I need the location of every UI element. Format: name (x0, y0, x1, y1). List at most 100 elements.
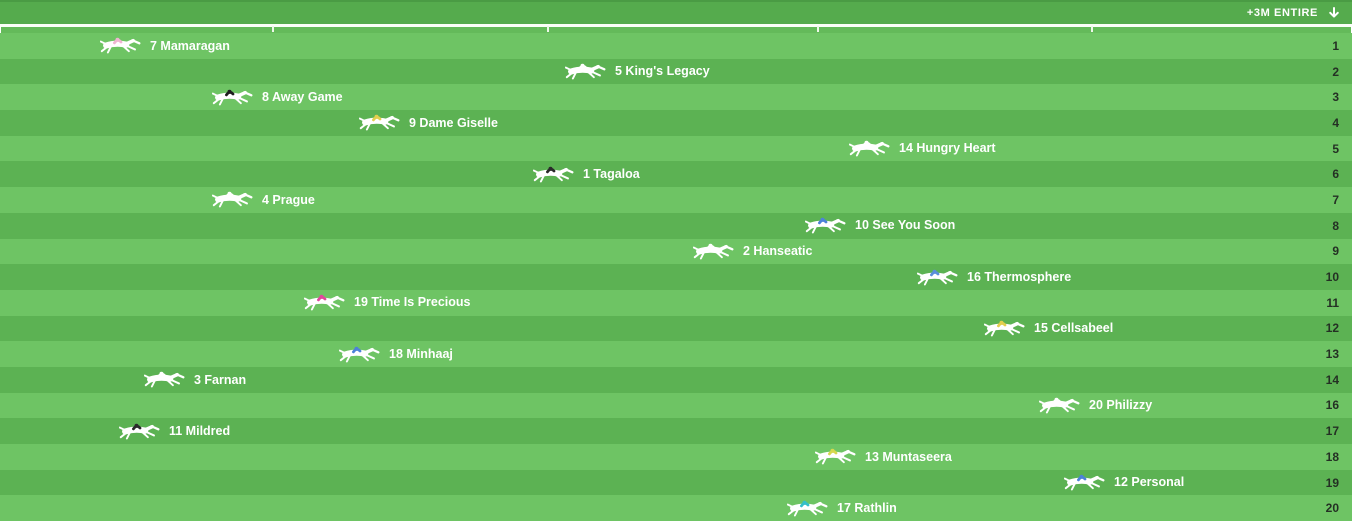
horse-marker[interactable]: 4 Prague (212, 187, 315, 213)
horse-marker[interactable]: 20 Philizzy (1039, 393, 1152, 419)
position-number: 4 (1332, 115, 1339, 130)
horse-icon (100, 36, 142, 55)
horse-marker[interactable]: 9 Dame Giselle (359, 110, 498, 136)
position-row: 5 King's Legacy 2 (0, 58, 1352, 85)
down-arrow-icon (1329, 7, 1339, 18)
position-number: 2 (1332, 64, 1339, 79)
jump-to-finish-button[interactable] (1326, 5, 1342, 21)
horse-icon (849, 139, 891, 158)
position-number: 1 (1332, 38, 1339, 53)
position-row: 17 Rathlin 20 (0, 495, 1352, 522)
position-row: 2 Hanseatic 9 (0, 238, 1352, 265)
horse-icon (119, 422, 161, 441)
position-row: 18 Minhaaj 13 (0, 341, 1352, 367)
horse-label: 20 Philizzy (1089, 398, 1153, 413)
horse-label: 9 Dame Giselle (409, 115, 498, 130)
position-number: 10 (1325, 270, 1339, 285)
position-row: 12 Personal 19 (0, 469, 1352, 496)
distance-tick (816, 26, 819, 32)
position-number: 7 (1332, 192, 1339, 207)
horse-icon (533, 165, 575, 184)
horse-label: 14 Hungry Heart (899, 141, 996, 156)
horse-marker[interactable]: 10 See You Soon (805, 213, 955, 239)
position-row: 4 Prague 7 (0, 187, 1352, 213)
horse-marker[interactable]: 8 Away Game (212, 84, 343, 110)
position-number: 3 (1332, 90, 1339, 105)
race-positions-list: 7 Mamaragan 1 (0, 33, 1352, 522)
horse-icon (304, 293, 346, 312)
track-edge-tick (0, 26, 1, 35)
horse-marker[interactable]: 13 Muntaseera (815, 444, 952, 470)
horse-marker[interactable]: 14 Hungry Heart (849, 136, 996, 162)
position-number: 17 (1325, 424, 1339, 439)
replay-header-bar: +3M ENTIRE (0, 0, 1352, 24)
horse-label: 13 Muntaseera (865, 449, 952, 464)
horse-icon (917, 268, 959, 287)
horse-marker[interactable]: 12 Personal (1064, 470, 1184, 496)
horse-icon (212, 190, 254, 209)
range-label: +3M ENTIRE (1246, 6, 1318, 19)
position-number: 18 (1325, 449, 1339, 464)
horse-icon (565, 62, 607, 81)
position-number: 13 (1325, 347, 1339, 362)
position-number: 11 (1326, 295, 1339, 310)
horse-marker[interactable]: 18 Minhaaj (339, 341, 453, 367)
horse-label: 4 Prague (262, 192, 315, 207)
horse-label: 10 See You Soon (855, 218, 956, 233)
position-row: 16 Thermosphere 10 (0, 264, 1352, 290)
position-number: 19 (1325, 475, 1339, 490)
position-row: 20 Philizzy 16 (0, 392, 1352, 419)
horse-label: 19 Time Is Precious (354, 295, 471, 310)
horse-marker[interactable]: 19 Time Is Precious (304, 290, 471, 316)
horse-label: 18 Minhaaj (389, 346, 453, 361)
horse-icon (1039, 396, 1081, 415)
position-row: 3 Farnan 14 (0, 366, 1352, 393)
horse-icon (815, 447, 857, 466)
position-row: 1 Tagaloa 6 (0, 161, 1352, 188)
position-row: 11 Mildred 17 (0, 418, 1352, 444)
horse-label: 8 Away Game (262, 89, 343, 104)
horse-label: 16 Thermosphere (967, 269, 1072, 284)
distance-tick (1091, 26, 1094, 32)
position-row: 13 Muntaseera 18 (0, 444, 1352, 470)
horse-icon (212, 88, 254, 107)
horse-marker[interactable]: 5 King's Legacy (565, 59, 710, 85)
horse-marker[interactable]: 1 Tagaloa (533, 161, 640, 187)
horse-icon (339, 345, 381, 364)
horse-icon (984, 319, 1026, 338)
horse-icon (144, 370, 186, 389)
timeline-line (0, 24, 1352, 27)
horse-marker[interactable]: 7 Mamaragan (100, 33, 230, 59)
position-number: 16 (1325, 398, 1339, 413)
position-row: 19 Time Is Precious 11 (0, 289, 1352, 316)
position-row: 14 Hungry Heart 5 (0, 135, 1352, 162)
distance-tick (546, 26, 549, 32)
horse-marker[interactable]: 11 Mildred (119, 418, 230, 444)
horse-marker[interactable]: 16 Thermosphere (917, 264, 1071, 290)
position-number: 5 (1332, 141, 1339, 156)
horse-label: 1 Tagaloa (583, 167, 640, 182)
horse-label: 12 Personal (1114, 475, 1185, 490)
horse-label: 3 Farnan (194, 372, 247, 387)
horse-icon (805, 216, 847, 235)
horse-icon (787, 499, 829, 518)
horse-marker[interactable]: 3 Farnan (144, 367, 246, 393)
horse-label: 17 Rathlin (837, 500, 897, 515)
position-row: 10 See You Soon 8 (0, 212, 1352, 239)
horse-label: 15 Cellsabeel (1034, 321, 1114, 336)
position-number: 12 (1325, 321, 1339, 336)
position-row: 9 Dame Giselle 4 (0, 110, 1352, 136)
position-number: 20 (1325, 501, 1339, 516)
horse-label: 5 King's Legacy (615, 64, 710, 79)
horse-icon (1064, 473, 1106, 492)
horse-marker[interactable]: 15 Cellsabeel (984, 316, 1113, 342)
position-number: 8 (1332, 218, 1339, 233)
position-number: 9 (1332, 244, 1339, 259)
position-row: 8 Away Game 3 (0, 84, 1352, 111)
horse-marker[interactable]: 17 Rathlin (787, 495, 897, 521)
position-row: 15 Cellsabeel 12 (0, 315, 1352, 342)
position-row: 7 Mamaragan 1 (0, 33, 1352, 59)
horse-marker[interactable]: 2 Hanseatic (693, 239, 812, 265)
horse-icon (693, 242, 735, 261)
